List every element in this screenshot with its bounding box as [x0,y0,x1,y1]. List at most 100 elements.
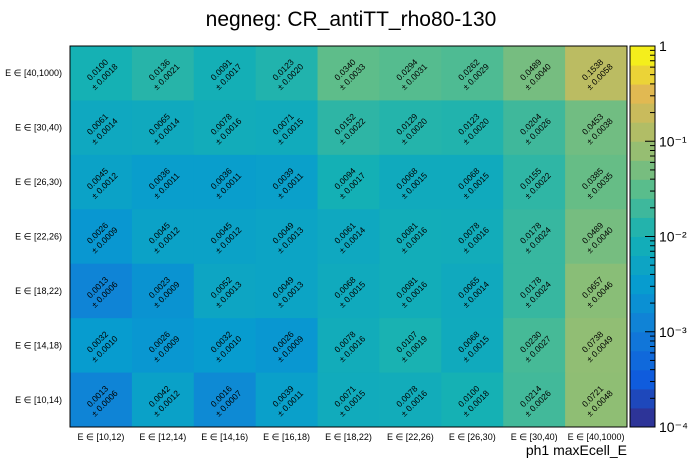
colorbar-segment [630,122,655,142]
heatmap-cell [565,263,628,319]
heatmap-cell [193,318,257,374]
heatmap-cell [255,318,319,374]
colorbar: 1 10⁻¹ 10⁻² 10⁻³ 10⁻⁴ [629,38,688,435]
heatmap-cell [503,372,566,428]
heatmap-cell [70,46,133,101]
colorbar-tick-label: 1 [659,38,667,54]
heatmap-cells: 0.0100± 0.0018 0.0136± 0.0021 0.0091± 0.00… [70,46,628,428]
heatmap-cell [441,263,504,319]
heatmap-cell [441,154,504,210]
colorbar-segment [630,65,655,85]
colorbar-segment [630,141,655,161]
colorbar-tick-label: 10⁻² [659,229,687,245]
heatmap-cell [565,46,628,101]
colorbar-segment [630,160,655,180]
heatmap-cell [70,100,133,156]
colorbar-segment [630,255,655,276]
heatmap-cell [379,154,442,210]
heatmap-cell [131,46,195,101]
heatmap-cell [70,372,133,428]
heatmap-cell [70,154,133,210]
heatmap-cell [441,100,504,156]
heatmap-cell [317,372,380,428]
plot-frame [69,45,628,428]
colorbar-segment [630,350,655,371]
colorbar-segment [630,179,655,199]
colorbar-tick-label: 10⁻⁴ [659,419,688,435]
heatmap-cell [565,209,628,265]
heatmap-cell [379,46,442,101]
colorbar-segment [630,312,655,333]
heatmap-cell [255,263,319,319]
heatmap-cell [131,263,195,319]
heatmap-cell [131,372,195,428]
heatmap-cell [317,318,380,374]
heatmap-cell [565,100,628,156]
heatmap-cell [131,318,195,374]
heatmap-cell [441,318,504,374]
heatmap-cell [131,209,195,265]
heatmap-cell [503,46,566,101]
heatmap-cell [193,100,257,156]
colorbar-segment [630,369,655,390]
y-tick-label: E ∈ [40,1000) [5,68,62,78]
colorbar-segment [630,198,655,218]
y-tick-label: E ∈ [18,22) [15,286,62,296]
heatmap-cell [193,209,257,265]
y-tick-labels: E ∈ [40,1000) E ∈ [30,40) E ∈ [26,30) E ∈ [… [5,68,62,405]
colorbar-tick-label: 10⁻¹ [659,133,687,149]
heatmap-cell [70,263,133,319]
x-tick-label: E ∈ [12,14) [139,432,186,442]
heatmap-cell [503,263,566,319]
heatmap-cell [193,372,257,428]
heatmap-cell [317,100,380,156]
heatmap-cell [255,100,319,156]
heatmap-cell [441,46,504,101]
heatmap-cell [379,263,442,319]
x-axis-title: ph1 maxEcell_E [526,442,627,458]
x-tick-label: E ∈ [14,16) [201,432,248,442]
heatmap-cell [70,209,133,265]
x-tick-labels: E ∈ [10,12) E ∈ [12,14) E ∈ [14,16) E ∈ [16… [78,432,625,442]
heatmap-cell [441,372,504,428]
x-tick-label: E ∈ [40,1000) [568,432,625,442]
x-tick-label: E ∈ [18,22) [325,432,372,442]
heatmap-cell [565,372,628,428]
heatmap-cell [255,372,319,428]
y-tick-label: E ∈ [26,30) [15,177,62,187]
x-tick-label: E ∈ [10,12) [78,432,125,442]
heatmap-cell [255,209,319,265]
heatmap-cell [255,154,319,210]
heatmap-cell [193,46,257,101]
heatmap-cell [317,46,380,101]
colorbar-segment [630,407,655,428]
colorbar-segment [630,293,655,314]
heatmap-cell [317,154,380,210]
heatmap-cell [131,100,195,156]
x-tick-label: E ∈ [22,26) [387,432,434,442]
heatmap-cell [317,263,380,319]
colorbar-segment [630,236,655,257]
heatmap-cell [70,318,133,374]
heatmap-cell [379,318,442,374]
x-tick-label: E ∈ [26,30) [449,432,496,442]
heatmap-cell [565,154,628,210]
x-tick-label: E ∈ [16,18) [263,432,310,442]
heatmap-cell [193,263,257,319]
y-tick-label: E ∈ [14,18) [15,340,62,350]
heatmap-cell [503,209,566,265]
heatmap-cell [503,154,566,210]
heatmap-cell [379,372,442,428]
heatmap-cell [379,209,442,265]
colorbar-segment [630,274,655,295]
colorbar-tick-label: 10⁻³ [659,324,687,340]
y-tick-label: E ∈ [22,26) [15,232,62,242]
colorbar-segment [630,46,655,66]
heatmap-cell [441,209,504,265]
heatmap-cell [503,318,566,374]
heatmap-cell [565,318,628,374]
colorbar-segment [630,331,655,352]
colorbar-segment [630,84,655,104]
heatmap-cell [255,46,319,101]
